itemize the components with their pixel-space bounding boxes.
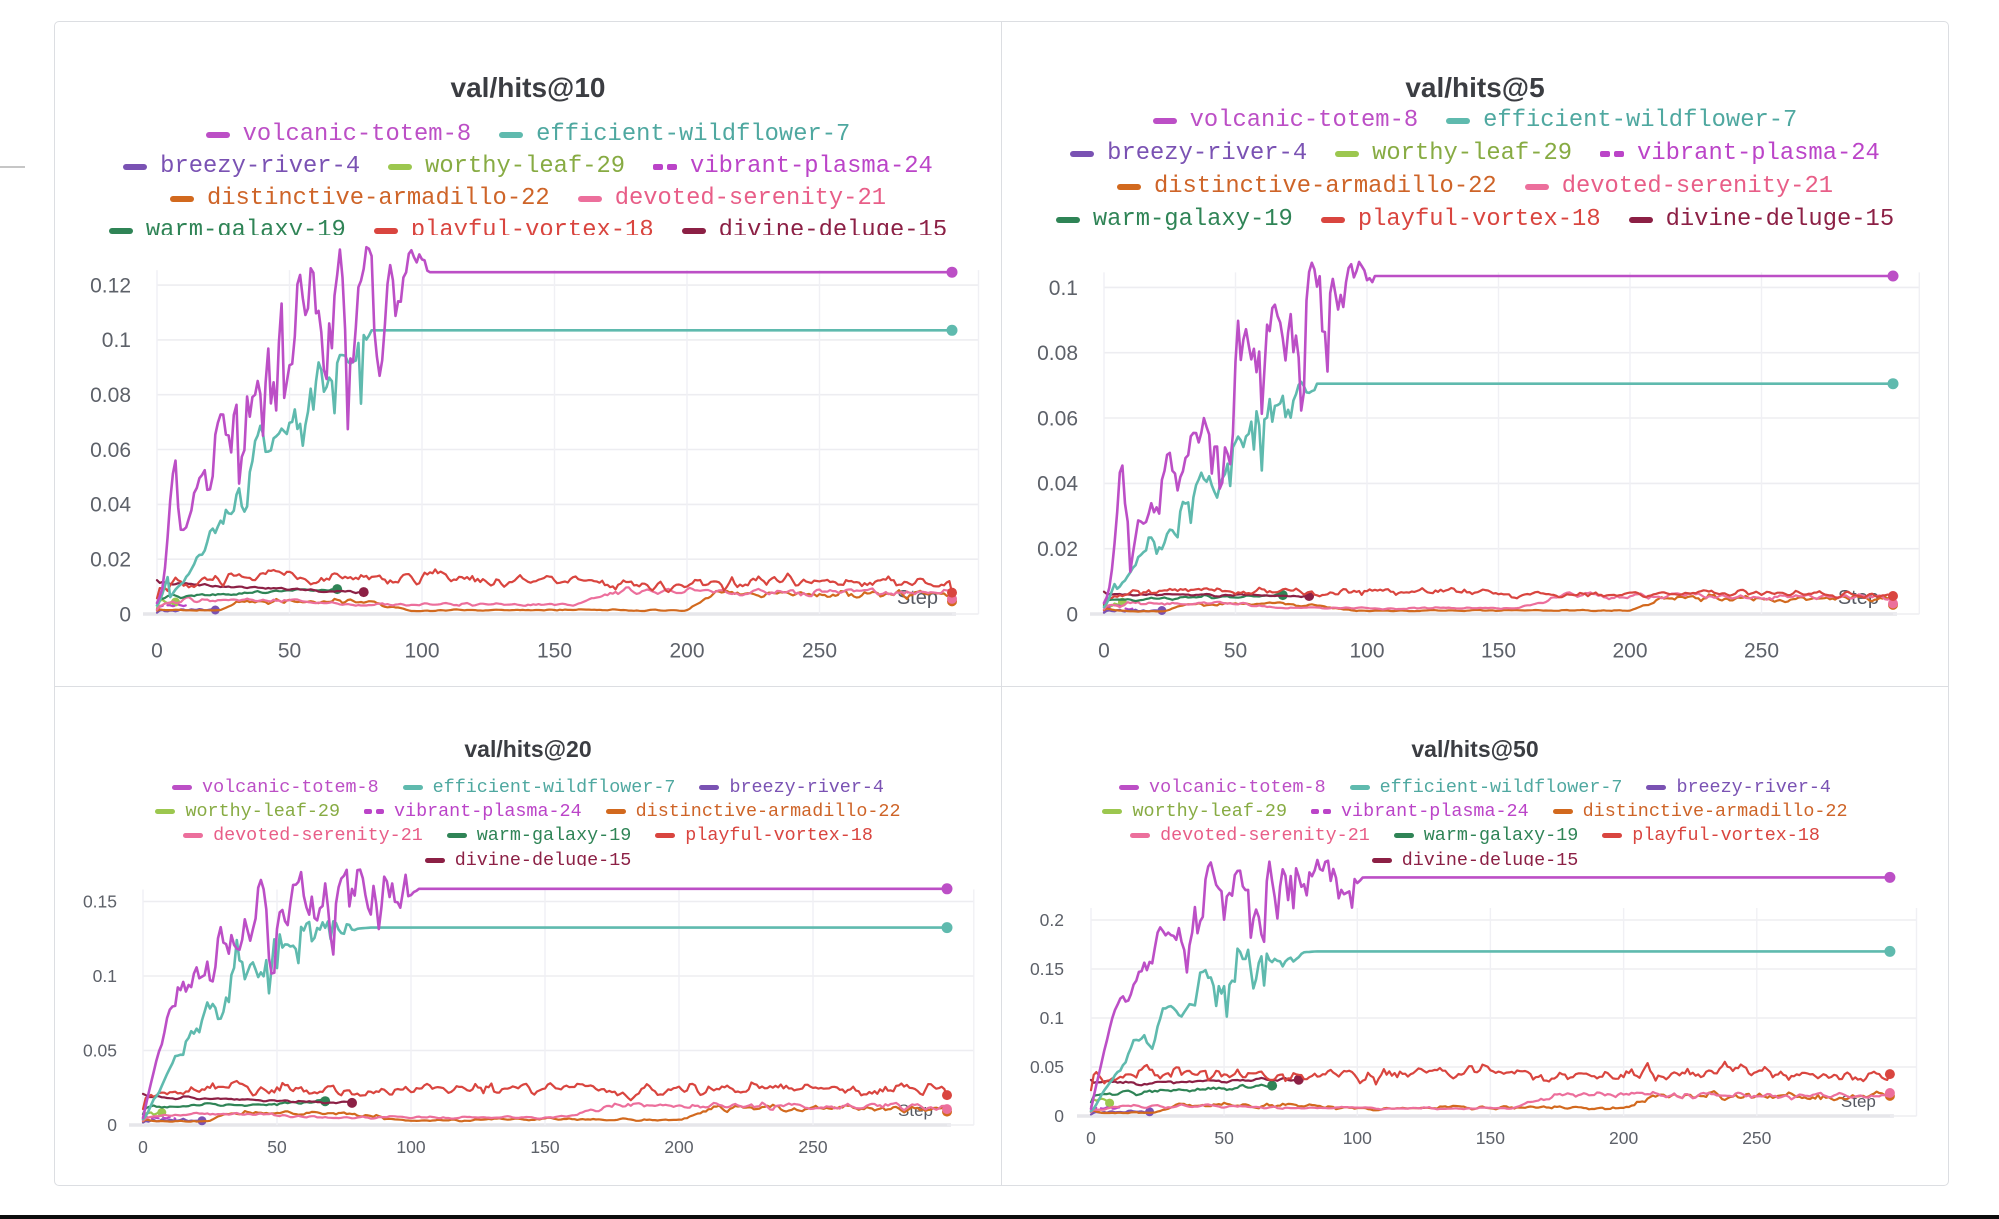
svg-text:50: 50 xyxy=(1214,1128,1234,1148)
svg-text:100: 100 xyxy=(404,639,439,662)
svg-text:0.15: 0.15 xyxy=(83,892,117,912)
svg-text:Step: Step xyxy=(898,1101,933,1120)
svg-text:0.04: 0.04 xyxy=(1037,473,1078,496)
svg-text:0.1: 0.1 xyxy=(93,966,117,986)
svg-text:150: 150 xyxy=(1476,1128,1505,1148)
svg-text:0.15: 0.15 xyxy=(1030,959,1064,979)
svg-text:0.06: 0.06 xyxy=(1037,407,1078,430)
svg-text:250: 250 xyxy=(798,1137,827,1157)
svg-text:100: 100 xyxy=(396,1137,425,1157)
svg-text:0.08: 0.08 xyxy=(90,384,131,407)
svg-text:150: 150 xyxy=(537,639,572,662)
svg-text:200: 200 xyxy=(1609,1128,1638,1148)
svg-text:0.1: 0.1 xyxy=(1049,277,1078,300)
svg-text:0: 0 xyxy=(1066,603,1078,626)
svg-text:0: 0 xyxy=(107,1115,117,1135)
svg-text:0.1: 0.1 xyxy=(102,329,131,352)
svg-text:100: 100 xyxy=(1349,639,1384,662)
svg-text:0.05: 0.05 xyxy=(83,1041,117,1061)
svg-text:0.05: 0.05 xyxy=(1030,1057,1064,1077)
svg-text:0.2: 0.2 xyxy=(1040,910,1064,930)
svg-text:0: 0 xyxy=(151,639,163,662)
svg-text:0: 0 xyxy=(1086,1128,1096,1148)
svg-text:0: 0 xyxy=(119,603,131,626)
svg-text:0: 0 xyxy=(1054,1106,1064,1126)
svg-text:Step: Step xyxy=(897,587,938,609)
svg-text:250: 250 xyxy=(802,639,837,662)
svg-text:200: 200 xyxy=(664,1137,693,1157)
svg-text:50: 50 xyxy=(267,1137,287,1157)
svg-text:250: 250 xyxy=(1744,639,1779,662)
svg-text:0.04: 0.04 xyxy=(90,494,131,517)
svg-text:0.1: 0.1 xyxy=(1040,1008,1064,1028)
svg-text:0.02: 0.02 xyxy=(1037,538,1078,561)
svg-text:0.06: 0.06 xyxy=(90,439,131,462)
svg-text:0.02: 0.02 xyxy=(90,549,131,572)
svg-text:100: 100 xyxy=(1343,1128,1372,1148)
svg-text:0: 0 xyxy=(138,1137,148,1157)
svg-text:50: 50 xyxy=(1224,639,1247,662)
svg-text:150: 150 xyxy=(530,1137,559,1157)
svg-text:200: 200 xyxy=(669,639,704,662)
svg-text:200: 200 xyxy=(1612,639,1647,662)
svg-text:0.12: 0.12 xyxy=(90,274,131,297)
svg-text:0.08: 0.08 xyxy=(1037,342,1078,365)
svg-text:0: 0 xyxy=(1098,639,1110,662)
svg-text:250: 250 xyxy=(1742,1128,1771,1148)
svg-text:50: 50 xyxy=(278,639,301,662)
svg-text:150: 150 xyxy=(1481,639,1516,662)
